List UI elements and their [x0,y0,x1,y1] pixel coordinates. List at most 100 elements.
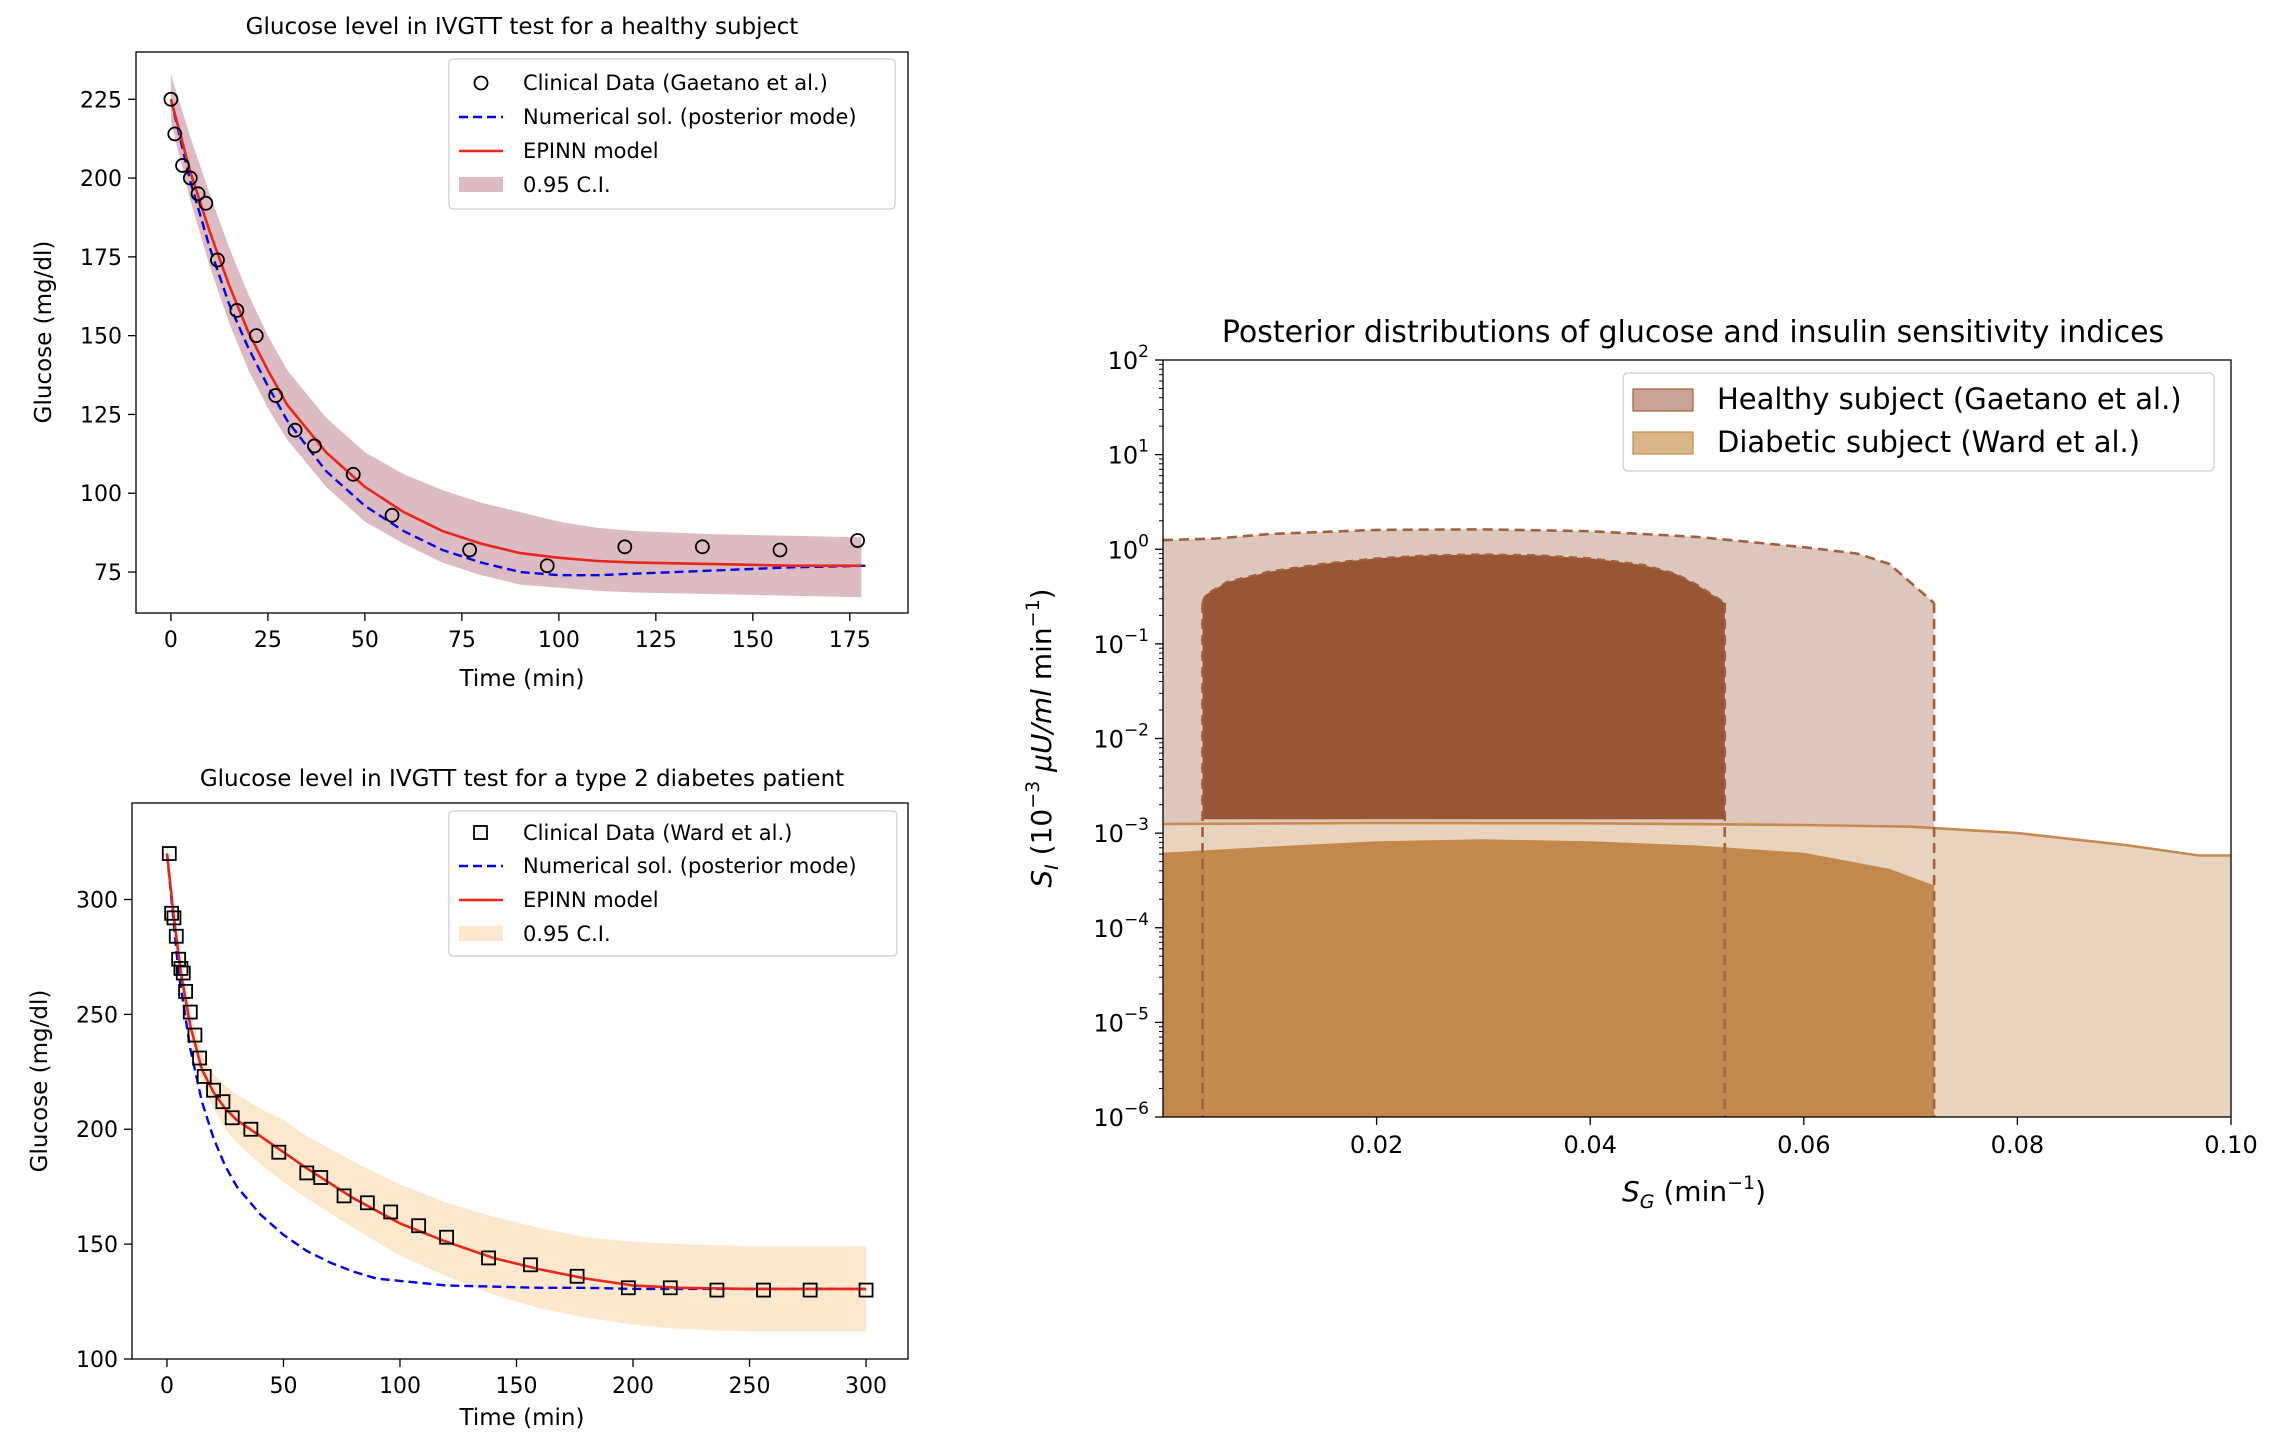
data-point [229,303,245,318]
data-point [210,252,225,268]
healthy-outer-boundary [1162,528,1935,605]
x-tick-label: 75 [448,628,476,653]
data-point [307,438,322,454]
data-point [617,539,633,555]
legend-swatch-diabetic [1632,431,1694,455]
data-point [175,965,191,981]
data-point [206,1082,221,1098]
y-tick-label: 175 [80,246,122,271]
plot-frame [131,802,909,1360]
y-axis-label: Glucose (mg/dl) [27,990,53,1173]
data-point [182,1004,198,1020]
data-point [161,846,177,861]
x-tick-label: 0.04 [1563,1131,1616,1159]
clinical-data-markers [161,846,874,1298]
y-tick-label: 101 [1108,437,1149,470]
chart-title: Glucose level in IVGTT test for a health… [246,14,799,40]
data-point [182,170,198,186]
data-point [523,1257,538,1273]
y-tick-label: 10−3 [1093,815,1149,848]
y-tick-label: 150 [80,325,122,350]
ci-band [167,842,867,1332]
data-point [287,422,303,438]
data-point [178,983,193,999]
data-point [299,1165,315,1181]
numerical-solution-line [165,853,867,1291]
healthy-inner-region [1202,554,1725,820]
numerical-solution-line [169,99,870,577]
legend-box [1622,372,2215,472]
y-tick-label: 100 [76,1348,118,1373]
legend-ci: 0.95 C.I. [523,173,611,197]
x-tick-label: 100 [379,1374,421,1399]
clinical-data-markers [163,91,865,574]
y-tick-label: 200 [80,167,122,192]
healthy-glucose-chart: Glucose level in IVGTT test for a health… [31,14,909,692]
legend-healthy: Healthy subject (Gaetano et al.) [1717,382,2182,416]
x-tick-label: 0.08 [1991,1131,2044,1159]
legend: Clinical Data (Ward et al.) Numerical so… [448,810,898,957]
legend-swatch-ci [459,177,503,192]
legend-box [448,810,898,957]
data-point [168,928,184,944]
legend-box [448,58,896,210]
legend-epinn: EPINN model [523,888,659,912]
x-tick-label: 0.06 [1777,1131,1830,1159]
y-tick-label: 125 [80,403,122,428]
legend-numerical: Numerical sol. (posterior mode) [523,105,857,129]
x-tick-label: 200 [612,1374,654,1399]
data-point [173,961,189,976]
data-point [166,910,182,926]
diabetic-inner-region [1163,839,1935,1117]
legend-marker-circle [473,75,489,91]
data-point [462,542,478,558]
data-point [190,186,206,202]
epinn-model-line [165,853,867,1291]
data-point [175,158,190,173]
data-point [248,328,264,344]
y-tick-label: 200 [76,1118,118,1143]
data-point [858,1282,874,1298]
data-point [215,1094,231,1110]
posterior-sensitivity-chart: Posterior distributions of glucose and i… [1022,315,2258,1213]
legend-swatch-ci [459,926,503,941]
x-tick-label: 300 [845,1374,887,1399]
x-tick-label: 100 [538,628,580,653]
diabetic-outer-boundary [1162,821,2231,857]
x-tick-label: 50 [351,628,379,653]
x-tick-label: 0.10 [2204,1131,2257,1159]
legend: Clinical Data (Gaetano et al.) Numerical… [448,58,896,210]
x-axis-label: SG (min−1) [1622,1172,1766,1213]
data-point [694,539,710,555]
data-point [662,1280,678,1296]
y-tick-label: 75 [94,561,122,586]
data-point [772,542,788,558]
x-tick-label: 250 [729,1374,771,1399]
y-axis-label: Glucose (mg/dl) [31,241,57,424]
y-tick-label: 100 [1108,531,1149,564]
data-point [383,1204,399,1220]
data-point [336,1188,352,1204]
legend: Healthy subject (Gaetano et al.) Diabeti… [1622,372,2215,472]
data-point [196,1069,212,1084]
data-point [539,558,555,574]
x-tick-label: 150 [496,1374,538,1399]
x-tick-label: 150 [732,628,774,653]
data-point [192,1050,207,1066]
y-tick-label: 10−2 [1093,721,1149,754]
legend-clinical: Clinical Data (Gaetano et al.) [523,71,828,95]
chart-title: Posterior distributions of glucose and i… [1222,315,2164,350]
x-tick-label: 25 [254,628,282,653]
y-tick-label: 250 [76,1003,118,1028]
data-point [384,507,400,523]
y-tick-label: 102 [1108,342,1149,375]
epinn-model-line [169,98,862,567]
data-point [167,126,183,142]
data-point [569,1268,585,1284]
data-point [359,1195,375,1211]
data-point [481,1250,496,1266]
data-point [187,1027,203,1043]
x-axis-label: Time (min) [459,1405,585,1431]
y-tick-label: 100 [80,482,122,507]
x-tick-label: 175 [829,628,871,653]
